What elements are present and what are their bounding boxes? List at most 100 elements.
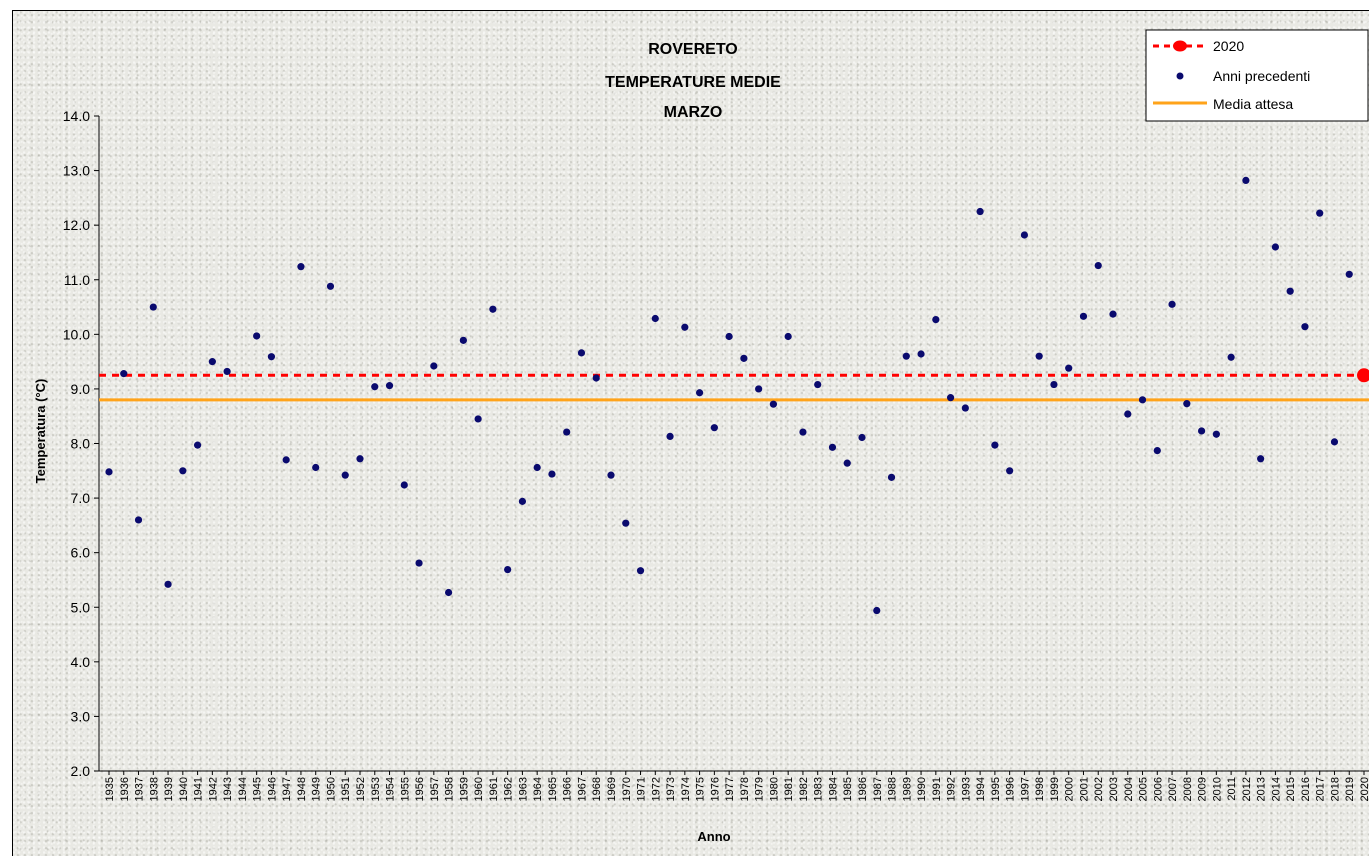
data-point xyxy=(1094,261,1102,270)
x-tick-label: 1971 xyxy=(636,777,648,801)
chart-title-line-1: ROVERETO xyxy=(648,41,738,58)
data-point xyxy=(932,315,940,324)
x-tick-label: 2003 xyxy=(1108,777,1120,801)
data-point xyxy=(1242,176,1250,185)
x-tick-label: 2009 xyxy=(1197,777,1209,801)
chart-title-line-3: MARZO xyxy=(664,104,723,121)
x-tick-label: 2017 xyxy=(1315,777,1327,801)
y-ticks: 2.0 3.0 4.0 5.0 6.0 7.0 8.0 9.0 10.0 11.0 12.0 13.0… xyxy=(63,108,99,779)
x-tick-label: 1985 xyxy=(842,777,854,801)
data-point xyxy=(548,470,556,478)
y-tick-label: 3.0 xyxy=(71,708,91,724)
data-point xyxy=(740,354,748,362)
data-point xyxy=(371,383,379,391)
x-tick-label: 1984 xyxy=(827,777,839,801)
data-point xyxy=(1286,287,1294,295)
chart-svg: ROVERETO TEMPERATURE MEDIE MARZO Tempera… xyxy=(33,29,1369,844)
reference-lines xyxy=(99,373,1369,402)
data-point xyxy=(961,404,969,412)
x-tick-label: 2004 xyxy=(1123,777,1135,801)
x-axis-label: Anno xyxy=(697,829,730,844)
data-point xyxy=(1006,467,1014,475)
x-tick-label: 1949 xyxy=(311,777,323,801)
x-tick-label: 1996 xyxy=(1005,777,1017,801)
x-tick-label: 1978 xyxy=(739,777,751,801)
data-point xyxy=(725,332,733,341)
x-tick-label: 2006 xyxy=(1152,777,1164,801)
x-tick-label: 1952 xyxy=(355,777,367,801)
x-ticks: 1935 1936 1937 1938 1939 1940 1941 1942 1943 1944… xyxy=(104,771,1369,801)
x-tick-label: 1990 xyxy=(916,777,928,801)
data-point xyxy=(828,443,837,451)
legend-2020-label: 2020 xyxy=(1213,38,1244,54)
data-point xyxy=(1197,427,1206,435)
x-tick-label: 1992 xyxy=(946,777,958,801)
x-tick-label: 2000 xyxy=(1064,777,1076,801)
data-point xyxy=(695,389,704,397)
x-tick-label: 1970 xyxy=(621,777,633,801)
data-point xyxy=(563,428,571,436)
data-point xyxy=(1020,231,1029,239)
data-point xyxy=(164,580,172,588)
x-tick-label: 2011 xyxy=(1226,777,1238,801)
x-tick-label: 1939 xyxy=(163,777,175,801)
x-tick-label: 2018 xyxy=(1329,777,1341,801)
x-tick-label: 1999 xyxy=(1049,777,1061,801)
data-point xyxy=(1050,380,1058,389)
y-tick-label: 13.0 xyxy=(63,163,90,179)
data-point xyxy=(917,350,925,358)
x-tick-label: 2002 xyxy=(1093,777,1105,801)
x-tick-label: 2015 xyxy=(1285,777,1297,801)
x-tick-label: 1965 xyxy=(547,777,559,801)
data-point xyxy=(1079,312,1088,320)
data-point xyxy=(518,497,527,505)
y-tick-label: 11.0 xyxy=(64,272,90,288)
x-tick-label: 2014 xyxy=(1270,777,1282,801)
x-tick-label: 1976 xyxy=(709,777,721,801)
y-tick-label: 12.0 xyxy=(63,217,90,233)
x-tick-label: 1988 xyxy=(887,777,899,801)
x-tick-label: 1958 xyxy=(444,777,456,801)
x-tick-label: 2010 xyxy=(1211,777,1223,801)
chart-title: ROVERETO TEMPERATURE MEDIE MARZO xyxy=(605,41,781,121)
data-point xyxy=(253,332,261,340)
data-point xyxy=(385,382,394,390)
x-tick-label: 1998 xyxy=(1034,777,1046,801)
y-tick-label: 5.0 xyxy=(71,599,91,615)
x-tick-label: 1997 xyxy=(1019,777,1031,801)
x-tick-label: 1979 xyxy=(754,777,766,801)
data-point xyxy=(902,352,910,360)
x-tick-label: 1948 xyxy=(296,777,308,801)
data-point xyxy=(105,468,113,476)
chart-frame: ROVERETO TEMPERATURE MEDIE MARZO Tempera… xyxy=(12,10,1369,856)
x-tick-label: 1936 xyxy=(119,777,131,801)
x-tick-label: 1972 xyxy=(650,777,662,801)
data-point xyxy=(1183,400,1191,408)
data-point xyxy=(134,516,143,524)
data-point xyxy=(843,459,851,467)
data-point xyxy=(681,323,689,331)
legend-previous-years-marker xyxy=(1176,72,1184,80)
data-point xyxy=(297,263,305,271)
data-point xyxy=(282,456,290,464)
x-tick-label: 1942 xyxy=(207,777,219,801)
x-tick-label: 1962 xyxy=(503,777,515,801)
data-point xyxy=(1168,300,1176,308)
data-point xyxy=(504,565,512,574)
data-point xyxy=(120,370,128,378)
y-tick-label: 6.0 xyxy=(71,545,91,561)
data-point xyxy=(430,362,438,370)
x-tick-label: 2008 xyxy=(1182,777,1194,801)
data-point xyxy=(873,606,881,615)
x-tick-label: 1993 xyxy=(960,777,972,801)
data-point xyxy=(459,336,467,344)
x-tick-label: 1961 xyxy=(488,777,500,801)
data-point xyxy=(1301,323,1309,331)
x-tick-label: 1974 xyxy=(680,777,692,801)
x-tick-label: 2020 xyxy=(1359,777,1369,801)
point-2020 xyxy=(1357,368,1369,383)
data-point xyxy=(1109,310,1117,318)
data-point xyxy=(814,380,822,389)
data-point xyxy=(193,441,202,449)
data-point xyxy=(208,358,216,366)
